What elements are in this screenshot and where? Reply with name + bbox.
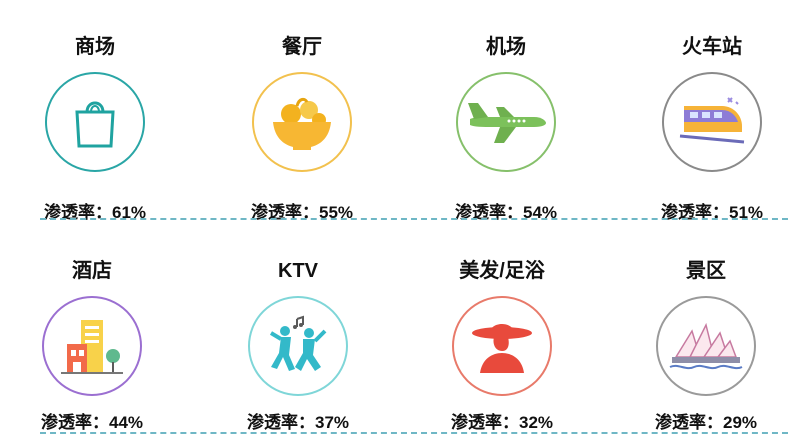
row-divider [40, 218, 788, 220]
card-scenic-area: 景区 渗透率：29% [606, 258, 806, 432]
fruit-basket-icon [273, 97, 331, 150]
opera-house-icon [669, 322, 743, 370]
icon-circle [662, 72, 762, 172]
icon-circle [656, 296, 756, 396]
card-title: 机场 [486, 36, 526, 58]
card-stat: 渗透率：51% [660, 203, 764, 222]
card-airport: 机场 渗透率：54% [406, 34, 606, 222]
card-stat: 渗透率：29% [654, 413, 758, 432]
hotel-building-icon [61, 320, 123, 374]
card-title: KTV [278, 260, 318, 282]
card-stat: 渗透率：37% [246, 413, 350, 432]
card-stat: 渗透率：55% [250, 203, 354, 222]
card-title: 餐厅 [282, 36, 322, 58]
card-title: 美发/足浴 [459, 260, 545, 282]
icon-circle [456, 72, 556, 172]
card-ktv: KTV 渗透率：37% [198, 258, 398, 432]
woman-hat-icon [472, 324, 532, 373]
icon-circle [452, 296, 552, 396]
icon-circle [42, 296, 142, 396]
card-restaurant: 餐厅 渗透率：55% [202, 34, 402, 222]
train-icon [679, 97, 745, 144]
row-divider [40, 432, 788, 434]
card-stat: 渗透率：44% [40, 413, 144, 432]
icon-circle [45, 72, 145, 172]
card-title: 商场 [75, 36, 115, 58]
card-title: 景区 [686, 260, 726, 282]
card-stat: 渗透率：32% [450, 413, 554, 432]
card-mall: 商场 渗透率：61% [0, 34, 195, 222]
card-train-station: 火车站 渗透率：51% [612, 34, 810, 222]
airplane-icon [468, 103, 546, 143]
card-stat: 渗透率：54% [454, 203, 558, 222]
dancing-people-icon [269, 315, 327, 371]
card-stat: 渗透率：61% [43, 203, 147, 222]
shopping-bag-icon [75, 101, 115, 148]
icon-circle [248, 296, 348, 396]
card-salon-spa: 美发/足浴 渗透率：32% [402, 258, 602, 432]
icon-circle [252, 72, 352, 172]
card-hotel: 酒店 渗透率：44% [0, 258, 192, 432]
card-title: 酒店 [72, 260, 112, 282]
card-title: 火车站 [682, 36, 742, 58]
